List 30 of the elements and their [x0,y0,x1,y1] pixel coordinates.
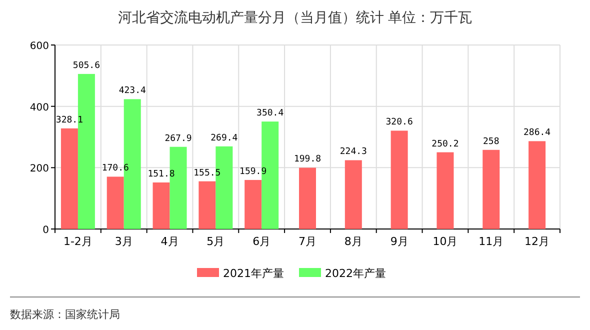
x-tick-label: 10月 [432,235,458,248]
chart-title: 河北省交流电动机产量分月（当月值）统计 单位：万千瓦 [118,10,472,26]
data-label: 258 [483,136,500,147]
x-tick-label: 12月 [524,235,550,248]
legend-label: 2021年产量 [223,267,284,280]
data-label: 320.6 [386,118,413,128]
source-note: 数据来源：国家统计局 [10,308,120,321]
x-tick-label: 9月 [390,235,408,248]
data-label: 267.9 [164,134,192,144]
x-tick-label: 3月 [114,235,133,248]
x-tick-label: 1-2月 [63,235,92,248]
data-label: 423.4 [118,86,146,96]
x-tick-label: 6月 [252,235,271,248]
x-tick-label: 5月 [206,235,225,248]
x-tick-label: 7月 [298,235,316,248]
x-tick-label: 4月 [160,235,179,248]
x-tick-label: 11月 [478,235,504,248]
y-tick-label: 200 [30,164,49,175]
data-label: 505.6 [72,60,100,71]
data-label: 224.3 [340,147,367,158]
y-tick-label: 400 [30,102,49,114]
y-tick-label: 600 [30,41,49,52]
data-label: 269.4 [210,133,238,144]
data-label: 199.8 [294,154,322,165]
data-label: 250.2 [432,139,459,150]
y-tick-label: 0 [42,225,49,236]
data-label: 286.4 [524,128,551,138]
x-tick-label: 8月 [344,235,362,248]
legend-label: 2022年产量 [325,267,386,280]
data-label: 350.4 [256,108,284,119]
